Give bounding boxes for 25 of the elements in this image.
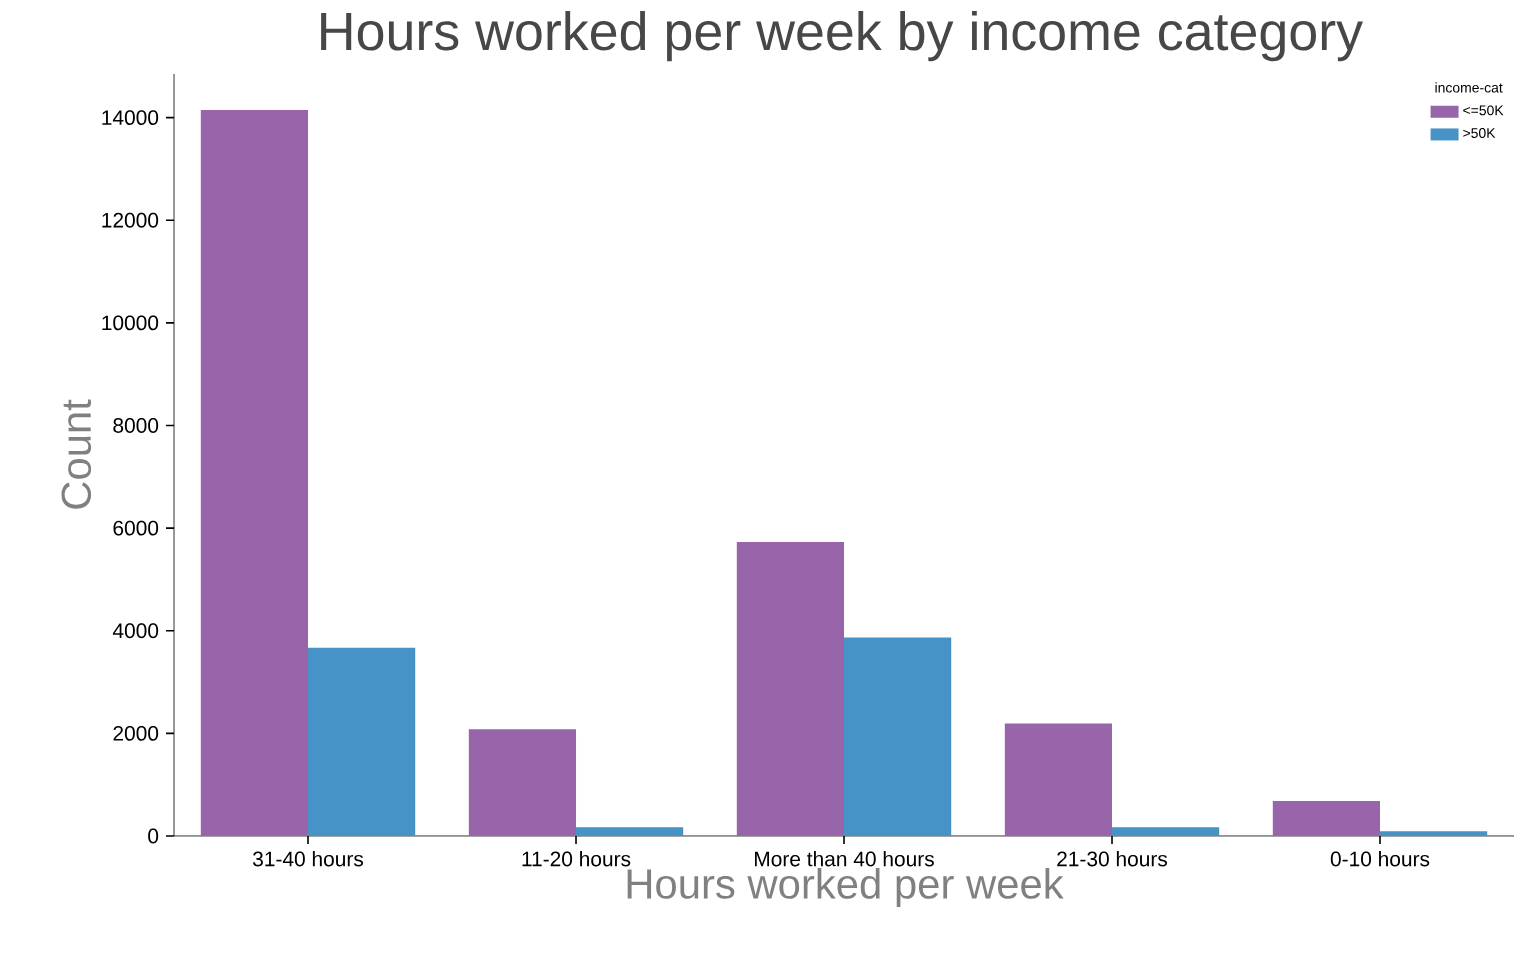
bar (576, 827, 684, 836)
x-tick-label: 0-10 hours (1330, 851, 1430, 867)
bar (1112, 827, 1220, 836)
y-tick-label: 14000 (102, 110, 159, 126)
bar (200, 109, 309, 836)
y-tick-label: 8000 (113, 418, 159, 433)
y-tick-label: 4000 (112, 623, 159, 639)
chart-title: Hours worked per week by income category (321, 11, 1363, 62)
x-axis-title: Hours worked per week (627, 868, 1064, 908)
x-tick-label: More than 40 hours (755, 851, 934, 867)
y-tick-label: 12000 (102, 212, 159, 228)
x-tick-label: 21-30 hours (1057, 851, 1168, 867)
bar (736, 541, 845, 836)
y-axis-title: Count (61, 399, 92, 509)
bar (308, 647, 416, 836)
bar (844, 637, 952, 836)
bar (1004, 723, 1113, 836)
y-tick-label: 0 (148, 828, 159, 844)
x-tick-label: 11-20 hours (522, 851, 631, 867)
y-tick-label: 2000 (113, 725, 159, 741)
x-tick-label: 31-40 hours (252, 851, 364, 867)
y-tick-label: 6000 (113, 520, 159, 536)
y-tick-label: 10000 (102, 315, 159, 331)
bar (468, 729, 577, 836)
bar (1272, 801, 1381, 836)
